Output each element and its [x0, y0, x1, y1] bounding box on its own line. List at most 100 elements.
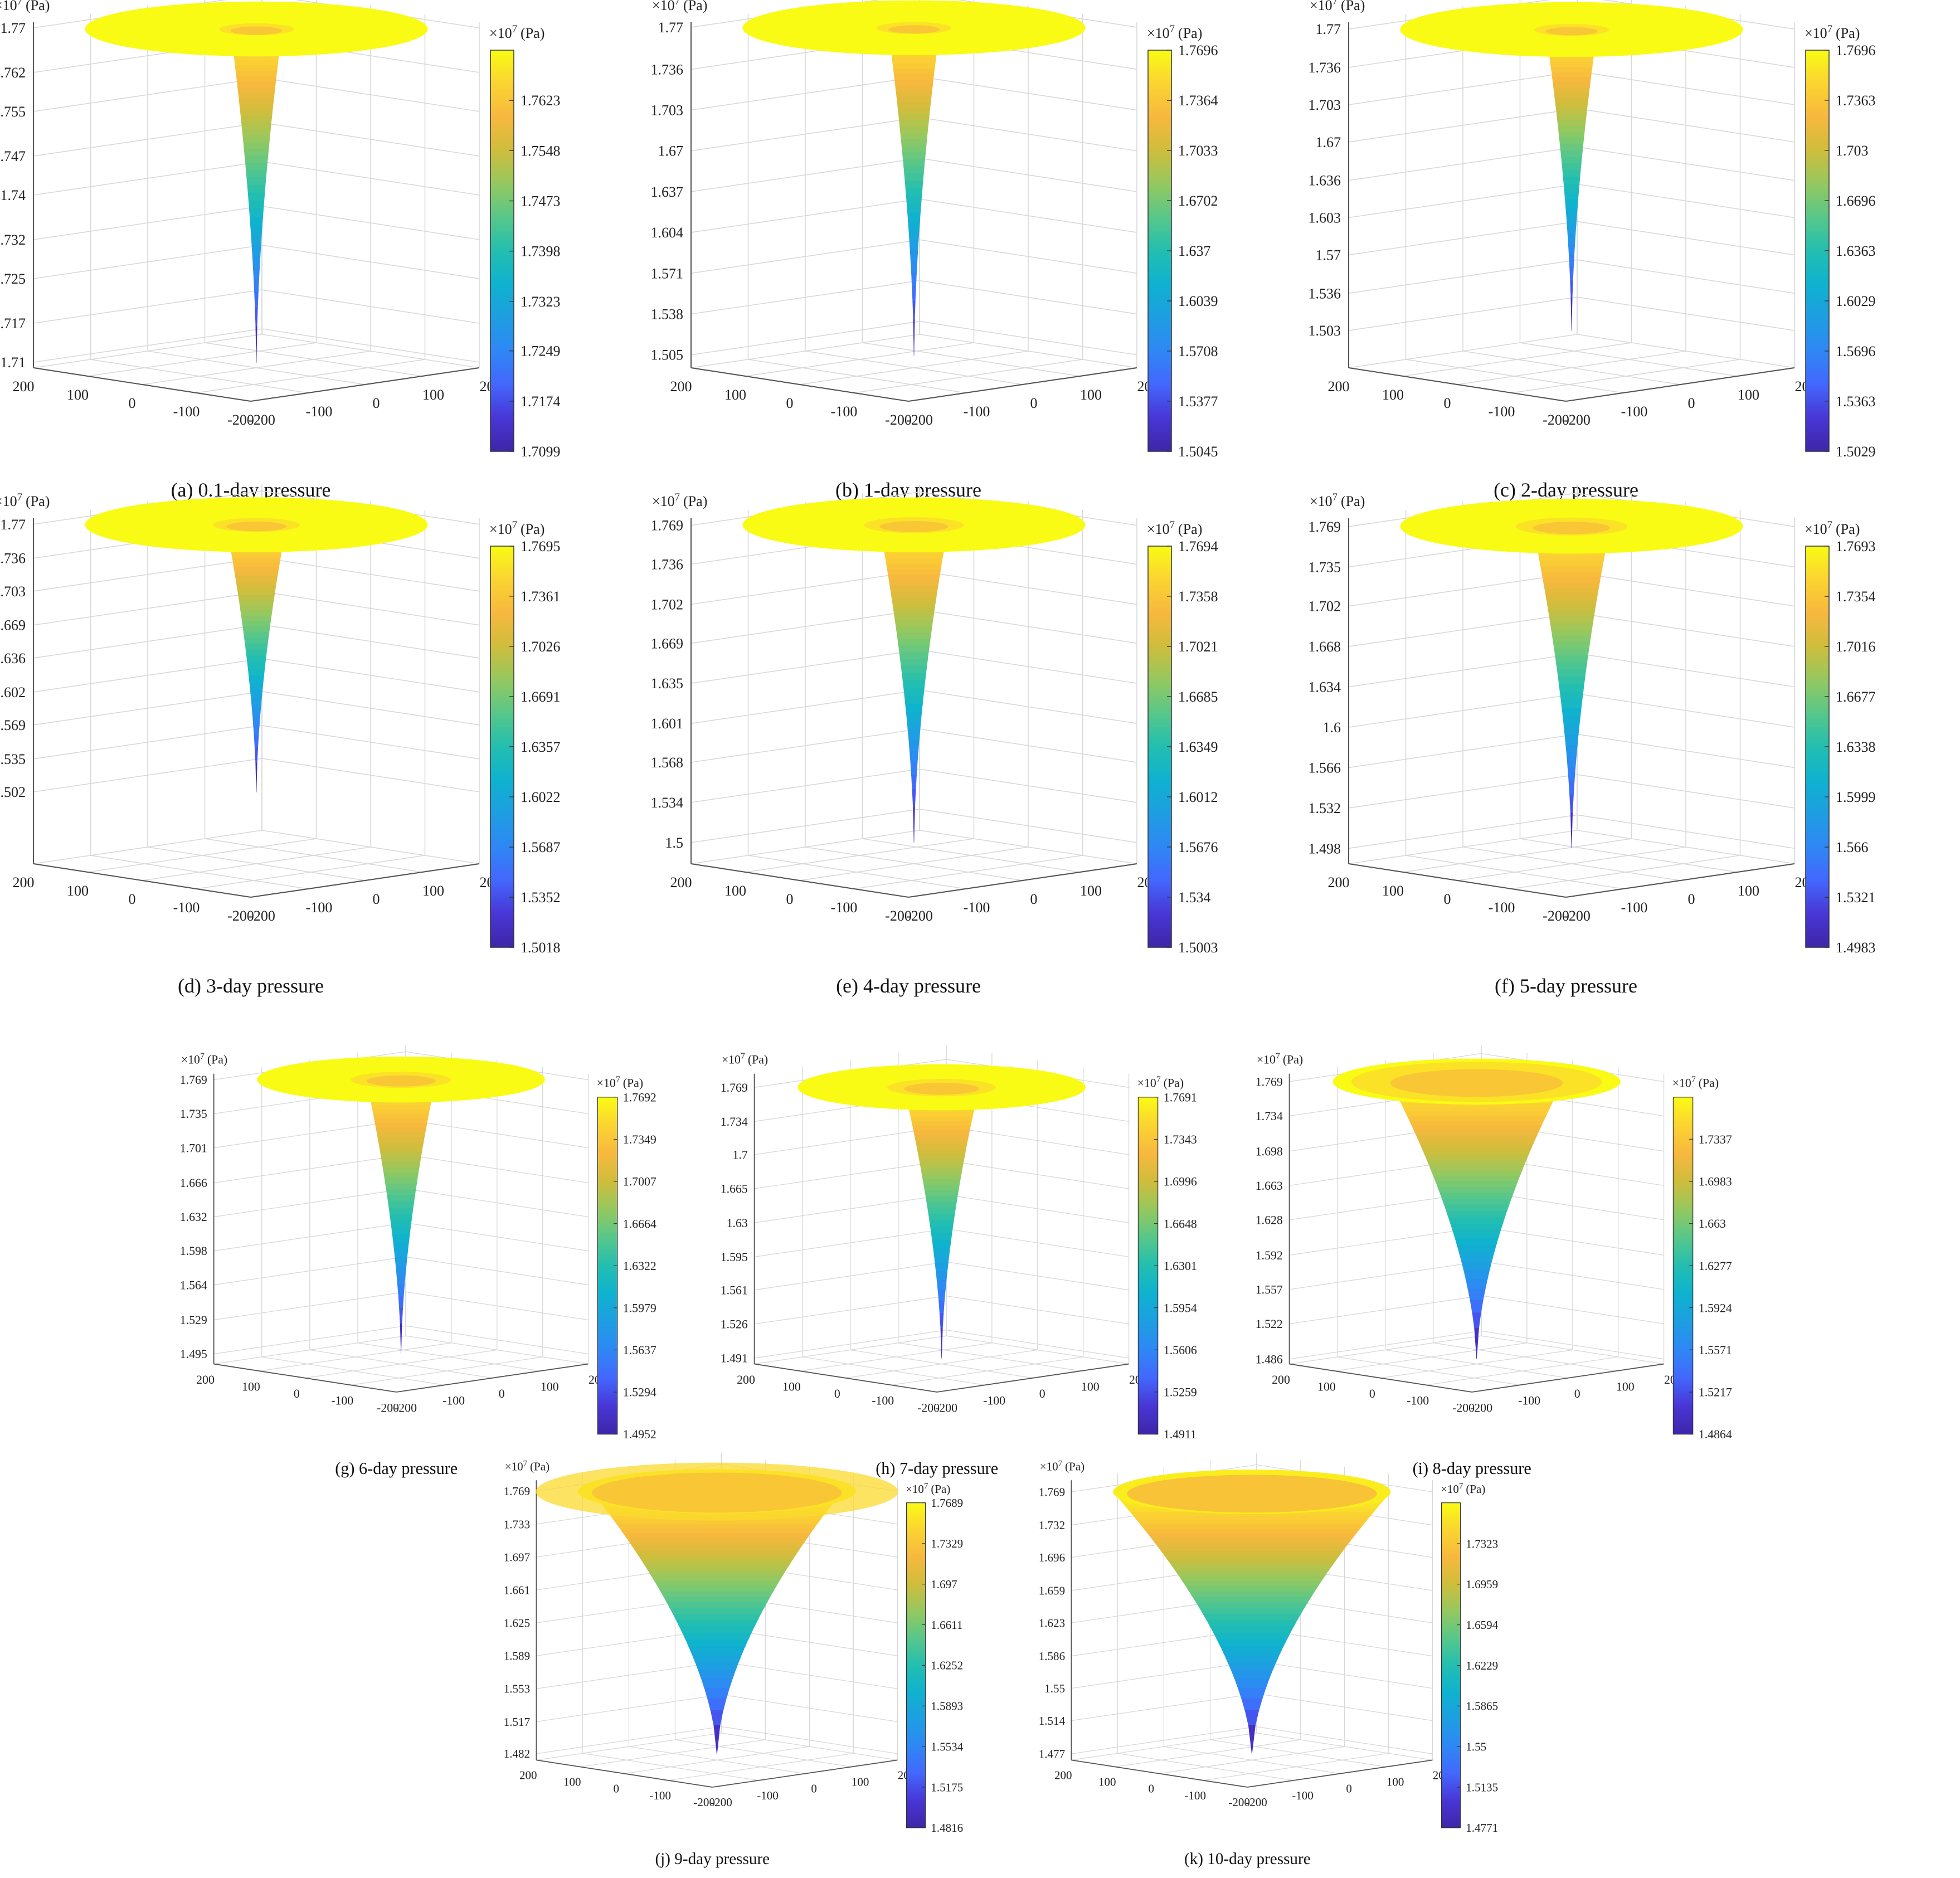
surface-band [657, 1585, 777, 1592]
z-tick-label: 1.495 [180, 1347, 207, 1361]
colorbar-tick-label: 1.697 [931, 1578, 957, 1591]
x-axis-line [1071, 1759, 1248, 1788]
surface-band [907, 212, 921, 222]
surface-band [1217, 1639, 1287, 1647]
surface-band [900, 133, 928, 140]
chart-panel: 2001000-100-200-200-10001002001.4771.514… [1039, 1453, 1583, 1878]
surface-band [1554, 98, 1589, 104]
surface-band [1134, 1516, 1370, 1521]
x-tick-label: 100 [782, 1380, 801, 1393]
z-tick-label: 1.717 [0, 315, 26, 332]
x-tick-label: 200 [519, 1768, 537, 1782]
surface-band [885, 559, 943, 566]
z-axis-exponent: ×107(Pa) [1040, 1458, 1084, 1473]
z-tick-label: 1.553 [504, 1682, 530, 1696]
x-tick-label: 100 [724, 883, 746, 899]
z-axis-exponent: ×107(Pa) [652, 0, 707, 13]
surface-band [936, 1271, 948, 1281]
pressure-surface [536, 1462, 898, 1755]
surface-band [893, 69, 935, 75]
y-axis-line [712, 1759, 898, 1788]
surface-band [234, 60, 279, 66]
surface-band [915, 1139, 968, 1145]
surface-band [1474, 1328, 1479, 1359]
surface-band [1569, 266, 1574, 281]
x-axis-line [690, 367, 909, 402]
surface-band [901, 665, 927, 674]
chart-panel: 2001000-100-200-200-10001002001.5051.538… [651, 0, 1296, 513]
surface-band [1563, 725, 1580, 736]
surface-band [1543, 582, 1600, 589]
floor-gridline [629, 1746, 805, 1774]
y-axis-line [908, 863, 1137, 898]
surface-band [613, 1520, 820, 1525]
y-tick-label: -200 [1246, 1796, 1267, 1809]
surface-band [644, 1565, 789, 1572]
surface-band [1569, 794, 1574, 814]
surface-band [252, 715, 261, 726]
z-tick-label: 1.736 [0, 551, 26, 567]
grid [213, 1045, 589, 1393]
surface-band [1465, 1278, 1488, 1290]
colorbar-exponent-power: 7 [1827, 23, 1832, 35]
surface-band [904, 181, 923, 189]
z-axis-exponent-power: 7 [17, 492, 22, 503]
z-tick-label: 1.598 [180, 1244, 207, 1258]
wall-gridline [1348, 296, 1578, 331]
surface-band [1555, 662, 1588, 670]
surface-band [1559, 684, 1584, 693]
surface-band [235, 65, 278, 71]
x-tick-label: -100 [649, 1789, 671, 1802]
z-tick-label: 1.505 [651, 347, 684, 363]
y-axis-line [250, 863, 480, 898]
wall-gridline [1289, 1330, 1482, 1360]
surface-band [1428, 1165, 1525, 1171]
pressure-surface [797, 1064, 1086, 1359]
surface-band [1547, 605, 1596, 612]
x-tick-label: 200 [670, 378, 692, 395]
colorbar-exponent: ×107 (Pa) [1441, 1481, 1485, 1496]
y-tick-label: -200 [935, 1401, 957, 1414]
y-tick-label: 0 [1039, 1387, 1045, 1400]
surface-band [1570, 280, 1573, 299]
z-axis-unit: (Pa) [1283, 1053, 1303, 1066]
surface-band [1562, 163, 1582, 171]
surface-band [907, 721, 921, 732]
surface-band [244, 638, 269, 644]
surface-band [931, 1233, 952, 1241]
y-tick-label: -200 [1564, 412, 1591, 428]
colorbar-exponent: ×107 (Pa) [489, 23, 544, 41]
surface-band [694, 1661, 740, 1671]
surface-band [390, 1214, 413, 1222]
wall-gridline [1348, 108, 1578, 143]
z-tick-label: 1.77 [658, 20, 684, 36]
z-tick-label: 1.63 [727, 1217, 748, 1230]
surface-band [247, 668, 265, 677]
x-tick-label: -200 [693, 1796, 715, 1809]
surface-hole-inner [230, 26, 283, 35]
floor-gridline [748, 359, 966, 393]
surface-band [378, 1141, 424, 1147]
surface-band [660, 1591, 774, 1598]
y-tick-label: 0 [1574, 1387, 1580, 1400]
chart-plot: 2001000-100-200-200-10001002001.711.7171… [0, 0, 561, 460]
surface-band [1450, 1224, 1503, 1232]
surface-band [926, 1201, 957, 1209]
x-tick-label: 200 [670, 874, 692, 891]
surface-band [234, 571, 279, 577]
x-tick-label: -100 [831, 899, 858, 916]
surface-band [698, 1670, 736, 1680]
surface-band [911, 273, 917, 287]
wall-gridline [690, 570, 920, 605]
y-tick-label: 0 [1688, 395, 1695, 411]
z-axis-unit: (Pa) [207, 1053, 227, 1066]
colorbar-tick-label: 1.6029 [1836, 293, 1876, 309]
pressure-surface [1112, 1470, 1392, 1754]
surface-band [894, 79, 933, 86]
floor-gridline [90, 359, 308, 393]
floor-gridline [1462, 846, 1681, 881]
surface-band [241, 123, 271, 130]
surface-band [1409, 1121, 1544, 1126]
surface-band [388, 1207, 414, 1215]
colorbar-tick-label: 1.7174 [521, 393, 561, 410]
